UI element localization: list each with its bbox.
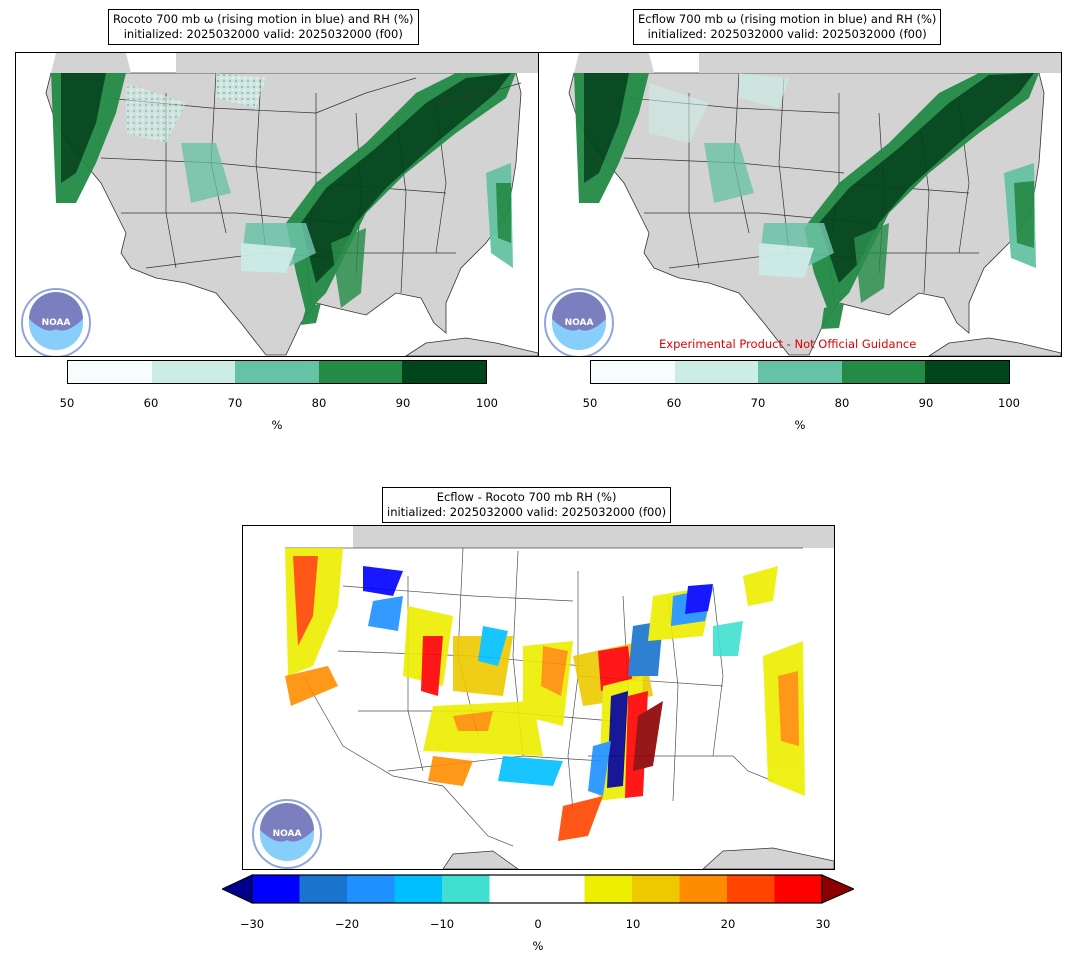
ecflow-tick: 100: [998, 396, 1020, 410]
noaa-logo-text: NOAA: [565, 318, 594, 328]
ecflow-map: NOAA: [538, 52, 1062, 357]
rocoto-colorbar: [67, 360, 487, 384]
rocoto-map: NOAA: [15, 52, 539, 357]
ecflow-colorbar: [590, 360, 1010, 384]
noaa-logo-icon: NOAA: [252, 799, 322, 869]
diff-tick: 30: [815, 917, 831, 931]
diff-tick: 10: [625, 917, 641, 931]
rocoto-tick: 60: [143, 396, 159, 410]
ecflow-tick: 50: [582, 396, 598, 410]
rocoto-tick: 80: [311, 396, 327, 410]
diff-title: Ecflow - Rocoto 700 mb RH (%) initialize…: [382, 487, 672, 523]
diff-colorbar-bin: [442, 875, 490, 903]
ecflow-colorbar-bin: [674, 361, 759, 383]
diff-tick: −20: [334, 917, 360, 931]
rocoto-tick: 50: [59, 396, 75, 410]
rocoto-unit: %: [271, 418, 283, 432]
rocoto-tick: 70: [227, 396, 243, 410]
ecflow-map-svg: NOAA: [539, 53, 1061, 356]
diff-colorbar-bin: [347, 875, 395, 903]
rocoto-colorbar-bin: [68, 361, 152, 383]
diff-tick: 20: [720, 917, 736, 931]
ecflow-tick: 70: [750, 396, 766, 410]
ecflow-colorbar-bin: [841, 361, 926, 383]
diff-tick: 0: [534, 917, 542, 931]
rocoto-title-line2: initialized: 2025032000 valid: 202503200…: [123, 27, 403, 41]
rocoto-colorbar-bin: [235, 361, 319, 383]
ecflow-tick: 90: [918, 396, 934, 410]
diff-colorbar-bin: [632, 875, 680, 903]
diff-colorbar-under-arrow: [222, 874, 253, 904]
noaa-logo-text: NOAA: [273, 829, 302, 839]
rocoto-title-line1: Rocoto 700 mb ω (rising motion in blue) …: [113, 12, 414, 26]
rocoto-colorbar-bin: [151, 361, 236, 383]
ecflow-colorbar-bin: [925, 361, 1009, 383]
noaa-logo-icon: NOAA: [544, 288, 614, 356]
ecflow-title-line1: Ecflow 700 mb ω (rising motion in blue) …: [638, 12, 937, 26]
diff-title-line2: initialized: 2025032000 valid: 202503200…: [387, 505, 667, 519]
rocoto-colorbar-bin: [318, 361, 403, 383]
ecflow-colorbar-bin: [591, 361, 675, 383]
diff-colorbar-bin: [489, 875, 585, 903]
diff-colorbar-over-arrow: [821, 874, 854, 904]
diff-colorbar-bin: [727, 875, 775, 903]
diff-colorbar-bin: [774, 875, 822, 903]
rocoto-colorbar-bin: [402, 361, 486, 383]
rocoto-tick: 100: [476, 396, 498, 410]
rocoto-map-svg: NOAA: [16, 53, 538, 356]
ecflow-title: Ecflow 700 mb ω (rising motion in blue) …: [633, 9, 942, 45]
rocoto-tick: 90: [395, 396, 411, 410]
diff-colorbar-bin: [299, 875, 347, 903]
ecflow-tick: 60: [666, 396, 682, 410]
noaa-logo-text: NOAA: [42, 318, 71, 328]
diff-colorbar-bin: [584, 875, 632, 903]
diff-tick: −10: [429, 917, 455, 931]
ecflow-tick: 80: [834, 396, 850, 410]
ecflow-title-line2: initialized: 2025032000 valid: 202503200…: [647, 27, 927, 41]
diff-map-svg: NOAA: [243, 526, 834, 869]
ecflow-unit: %: [794, 418, 806, 432]
diff-map: NOAA: [242, 525, 835, 870]
diff-title-line1: Ecflow - Rocoto 700 mb RH (%): [436, 490, 617, 504]
diff-colorbar: [222, 874, 854, 904]
diff-colorbar-bin: [679, 875, 727, 903]
noaa-logo-icon: NOAA: [21, 288, 91, 356]
diff-unit: %: [532, 939, 544, 953]
experimental-disclaimer: Experimental Product - Not Official Guid…: [659, 337, 917, 351]
ecflow-colorbar-bin: [758, 361, 842, 383]
rocoto-title: Rocoto 700 mb ω (rising motion in blue) …: [108, 9, 419, 45]
diff-colorbar-bin: [394, 875, 442, 903]
diff-tick: −30: [239, 917, 265, 931]
diff-colorbar-bin: [252, 875, 300, 903]
